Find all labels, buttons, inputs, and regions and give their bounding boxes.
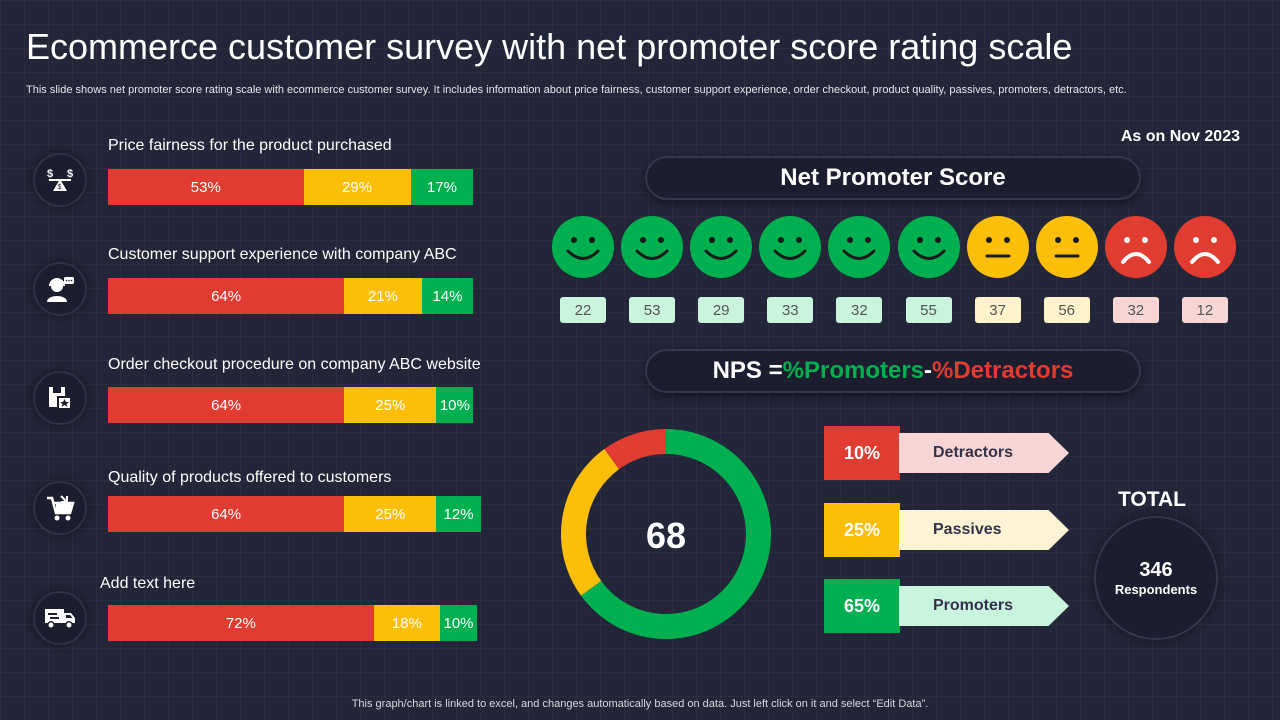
nps-score-count: 33 (767, 297, 814, 323)
nps-score-count: 32 (836, 297, 883, 323)
sad-face-icon (1104, 216, 1167, 278)
bar-data-label: 25% (375, 396, 406, 414)
bar-green-segment: 17% (410, 169, 474, 205)
passives-arrow: Passives (899, 510, 1069, 550)
passives-label: Passives (933, 521, 1002, 538)
bar-data-label: 18% (391, 614, 422, 632)
bar-red-segment: 53% (108, 169, 304, 205)
total-value: 346 (1139, 559, 1173, 581)
bar-green-segment: 14% (421, 278, 474, 314)
nps-title-pill: Net Promoter Score (647, 158, 1139, 198)
passives-percent-box: 25% (824, 503, 900, 557)
total-circle: 346 Respondents (1096, 518, 1216, 638)
nps-donut-chart: 68 (561, 429, 771, 639)
nps-score-count: 32 (1112, 297, 1159, 323)
detractors-percent: 10% (843, 442, 881, 463)
total-label: Respondents (1114, 582, 1198, 597)
bar-data-label: 72% (225, 614, 256, 632)
bar-data-label: 10% (443, 614, 474, 632)
as-on-date: As on Nov 2023 (1120, 128, 1240, 145)
bar-data-label: 64% (211, 505, 242, 523)
bar-data-label: 64% (211, 287, 242, 305)
page-subtitle: This slide shows net promoter score rati… (26, 84, 1127, 96)
bar-product-quality: 64% 25% 12% (108, 496, 481, 532)
bar-red-segment: 64% (108, 278, 345, 314)
bar-data-label: 14% (432, 287, 463, 305)
svg-text:$: $ (67, 168, 73, 180)
price-scale-icon: $ $ $ (35, 155, 85, 205)
bar-data-label: 21% (367, 287, 398, 305)
neutral-face-icon (1035, 216, 1098, 278)
nps-score-count: 56 (1043, 297, 1090, 323)
happy-face-icon (828, 216, 891, 278)
formula-detractors: %Detractors (932, 357, 1074, 384)
bar-data-label: 64% (211, 396, 242, 414)
happy-face-icon (897, 216, 960, 278)
bar-red-segment: 64% (108, 387, 345, 423)
neutral-face-icon (966, 216, 1029, 278)
bar-label-customer-support: Customer support experience with company… (108, 246, 457, 263)
bar-red-segment: 72% (108, 605, 374, 641)
support-agent-icon (35, 264, 85, 314)
bar-yellow-segment: 29% (303, 169, 411, 205)
bar-data-label: 53% (190, 178, 221, 196)
svg-text:$: $ (47, 168, 53, 180)
promoters-arrow: Promoters (899, 586, 1069, 626)
total-title: TOTAL (1117, 488, 1187, 511)
formula-minus: - (924, 357, 932, 384)
detractors-label: Detractors (933, 444, 1014, 461)
bar-yellow-segment: 18% (373, 605, 441, 641)
nps-score-count: 37 (974, 297, 1021, 323)
bar-yellow-segment: 25% (344, 387, 437, 423)
happy-face-icon (690, 216, 753, 278)
svg-text:$: $ (58, 184, 62, 191)
promoters-percent-box: 65% (824, 579, 900, 633)
bar-customer-support: 64% 21% 14% (108, 278, 474, 314)
nps-formula-pill: NPS = %Promoters - %Detractors (647, 351, 1139, 391)
checkout-box-icon (35, 373, 85, 423)
page-title: Ecommerce customer survey with net promo… (26, 26, 1073, 67)
promoters-label: Promoters (933, 597, 1014, 614)
bar-data-label: 17% (426, 178, 457, 196)
bar-yellow-segment: 25% (344, 496, 437, 532)
bar-yellow-segment: 21% (344, 278, 422, 314)
bar-red-segment: 64% (108, 496, 345, 532)
nps-score-count: 53 (629, 297, 676, 323)
bar-label-add-text: Add text here (100, 575, 196, 592)
bar-data-label: 25% (375, 505, 406, 523)
detractors-arrow: Detractors (899, 433, 1069, 473)
formula-promoters: %Promoters (782, 357, 924, 384)
sad-face-icon (1173, 216, 1236, 278)
bar-label-product-quality: Quality of products offered to customers (108, 469, 392, 486)
formula-prefix: NPS = (712, 357, 783, 384)
bar-label-order-checkout: Order checkout procedure on company ABC … (108, 356, 481, 373)
passives-percent: 25% (843, 519, 881, 540)
nps-score-count: 22 (560, 297, 606, 323)
happy-face-icon (552, 216, 614, 278)
donut-slice-detractors (604, 429, 666, 470)
bar-data-label: 12% (443, 505, 474, 523)
nps-title: Net Promoter Score (780, 164, 1006, 191)
nps-score-value: 68 (646, 515, 686, 556)
bar-green-segment: 10% (436, 387, 474, 423)
bar-green-segment: 12% (436, 496, 481, 532)
nps-score-count: 55 (905, 297, 952, 323)
bar-order-checkout: 64% 25% 10% (108, 387, 474, 423)
bar-add-text: 72% 18% 10% (108, 605, 477, 641)
bar-price-fairness: 53% 29% 17% (108, 169, 474, 205)
donut-slice-passives (561, 449, 619, 596)
bar-data-label: 29% (342, 178, 373, 196)
promoters-percent: 65% (843, 595, 881, 616)
footer-note: This graph/chart is linked to excel, and… (351, 698, 929, 710)
bar-data-label: 10% (439, 396, 470, 414)
nps-score-count: 12 (1181, 297, 1228, 323)
happy-face-icon (759, 216, 822, 278)
bar-green-segment: 10% (440, 605, 477, 641)
shopping-cart-icon (35, 483, 85, 533)
bar-label-price-fairness: Price fairness for the product purchased (108, 137, 392, 154)
nps-score-count: 29 (698, 297, 745, 323)
delivery-truck-icon (35, 593, 85, 643)
detractors-percent-box: 10% (824, 426, 900, 480)
happy-face-icon (621, 216, 684, 278)
